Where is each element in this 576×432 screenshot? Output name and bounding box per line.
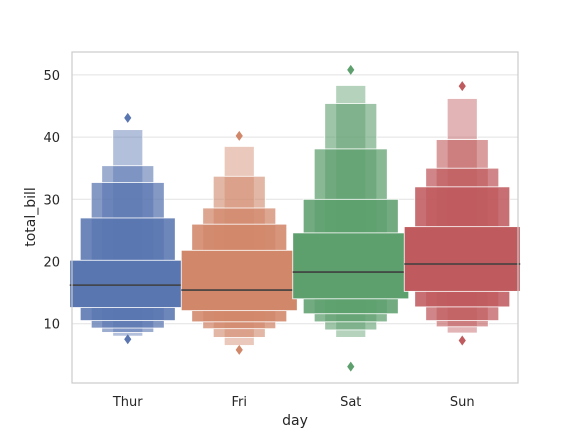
boxen-layer-fri — [180, 249, 298, 312]
plot-frame — [71, 51, 519, 384]
outlier-point-fri — [235, 130, 243, 141]
x-tick-label: Sat — [340, 395, 361, 410]
y-tick-label: 30 — [43, 193, 60, 208]
x-tick-label: Sun — [450, 395, 475, 410]
outlier-point-sun — [458, 81, 466, 92]
outlier-point-thur — [124, 112, 132, 123]
y-axis-label: total_bill — [23, 187, 39, 247]
outlier-point-sun — [458, 335, 466, 346]
x-tick-labels: Thur Fri Sat Sun — [112, 395, 475, 410]
outlier-point-thur — [124, 334, 132, 345]
boxen-layer-thur — [69, 259, 187, 308]
boxen-layers — [69, 85, 521, 346]
x-axis-label: day — [282, 413, 308, 429]
boxen-layer-sun — [403, 226, 521, 292]
outlier-point-fri — [235, 344, 243, 355]
outlier-point-sat — [347, 361, 355, 372]
boxen-layer-sat — [292, 232, 410, 300]
y-tick-label: 50 — [43, 69, 60, 84]
y-tick-label: 20 — [43, 256, 60, 271]
y-tick-labels: 10 20 30 40 50 — [43, 69, 60, 333]
outlier-markers — [124, 64, 466, 372]
y-tick-label: 10 — [43, 318, 60, 333]
y-tick-label: 40 — [43, 131, 60, 146]
outlier-point-sat — [347, 64, 355, 75]
x-tick-label: Thur — [112, 395, 143, 410]
x-tick-label: Fri — [232, 395, 248, 410]
